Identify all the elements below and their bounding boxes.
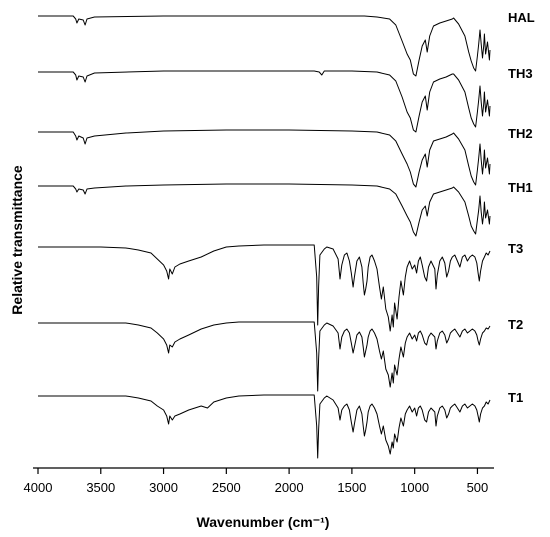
spectrum-line-t1	[38, 394, 491, 459]
y-axis-title: Relative transmittance	[9, 165, 25, 315]
series-label-th1: TH1	[508, 180, 533, 195]
x-axis-ticks: 4000 3500 3000 2500 2000 1500 1000 500	[24, 468, 489, 495]
x-tick-label-2500: 2500	[212, 480, 241, 495]
spectra-traces	[38, 15, 491, 459]
x-tick-label-500: 500	[467, 480, 489, 495]
x-axis-title: Wavenumber (cm⁻¹)	[197, 514, 330, 530]
series-label-t2: T2	[508, 317, 523, 332]
series-label-th3: TH3	[508, 66, 533, 81]
series-label-t3: T3	[508, 241, 523, 256]
x-tick-label-2000: 2000	[275, 480, 304, 495]
x-tick-label-1000: 1000	[400, 480, 429, 495]
series-label-hal: HAL	[508, 10, 535, 25]
spectrum-line-hal	[38, 15, 491, 77]
x-tick-label-3500: 3500	[86, 480, 115, 495]
spectrum-line-th2	[38, 129, 491, 188]
series-labels: HAL TH3 TH2 TH1 T3 T2 T1	[508, 10, 535, 405]
x-tick-label-3000: 3000	[149, 480, 178, 495]
spectrum-line-th1	[38, 183, 491, 237]
x-tick-label-1500: 1500	[337, 480, 366, 495]
x-tick-label-4000: 4000	[24, 480, 53, 495]
series-label-th2: TH2	[508, 126, 533, 141]
spectrum-line-t3	[38, 244, 491, 332]
spectrum-line-t2	[38, 321, 491, 392]
spectrum-line-th3	[38, 70, 491, 133]
series-label-t1: T1	[508, 390, 523, 405]
